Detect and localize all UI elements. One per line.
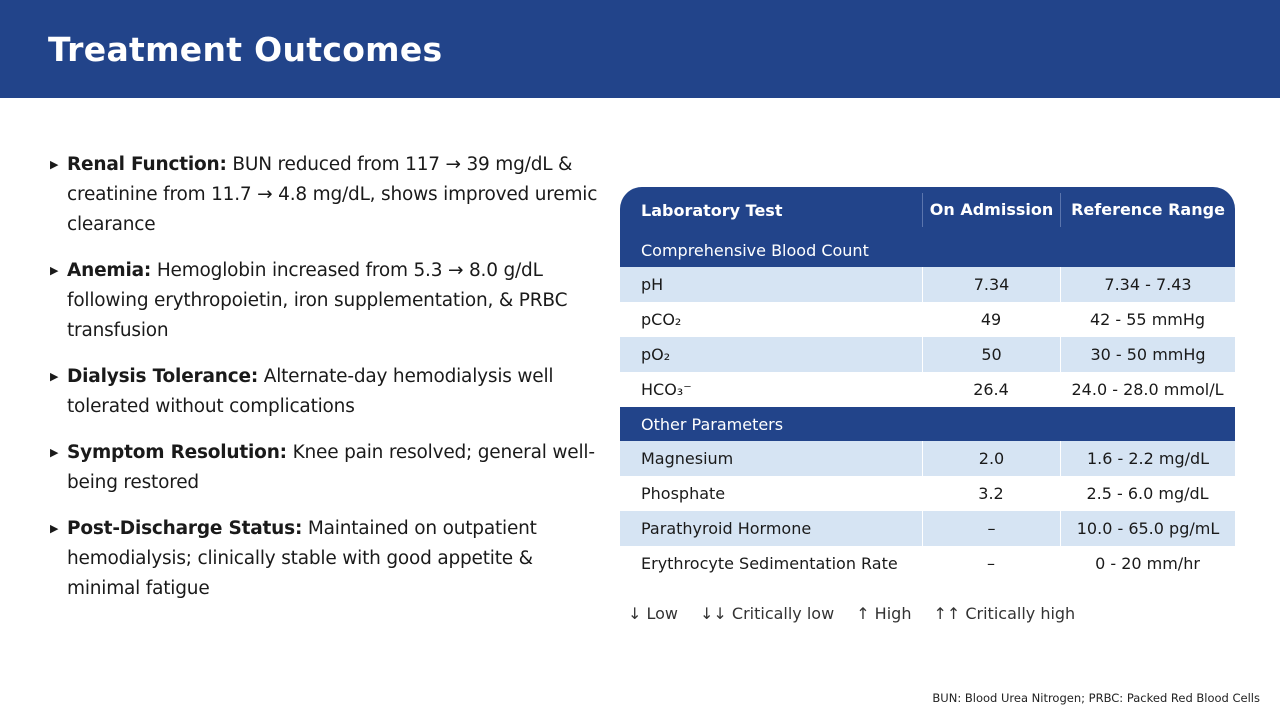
- cell: –: [922, 511, 1060, 546]
- legend-critically-high: ↑↑ Critically high: [933, 604, 1076, 623]
- cell: 2.0: [922, 441, 1060, 476]
- cell: Phosphate: [641, 484, 726, 503]
- item-label: Anemia:: [67, 260, 152, 281]
- cell: 1.6 - 2.2 mg/dL: [1060, 441, 1235, 476]
- cell: 7.34: [922, 267, 1060, 302]
- cell: 49: [980, 310, 1002, 329]
- section-header: Other Parameters: [620, 407, 1235, 441]
- item-text: Hemoglobin increased from 5.3 → 8.0 g/dL…: [67, 260, 568, 341]
- lab-table: Laboratory Test On Admission Reference R…: [620, 187, 1235, 581]
- item-text: Maintained on outpatient hemodialysis; c…: [67, 518, 537, 599]
- cell: –: [987, 554, 995, 573]
- item-text: Alternate-day hemodialysis well tolerate…: [67, 366, 554, 417]
- table-row: Parathyroid Hormone –10.0 - 65.0 pg/mL: [620, 511, 1235, 546]
- item-label: Symptom Resolution:: [67, 442, 287, 463]
- list-item: ▶ Post-Discharge Status: Maintained on ou…: [50, 514, 610, 604]
- cell: 7.34 - 7.43: [1060, 267, 1235, 302]
- arrow-legend: ↓ Low ↓↓ Critically low ↑ High ↑↑ Critic…: [628, 604, 1075, 623]
- outcome-list: ▶ Renal Function: BUN reduced from 117 → …: [50, 150, 610, 620]
- table-header: Laboratory Test On Admission Reference R…: [620, 187, 1235, 233]
- list-item: ▶ Symptom Resolution: Knee pain resolved;…: [50, 438, 610, 498]
- item-text: Knee pain resolved; general well-being r…: [67, 442, 595, 493]
- bullet-icon: ▶: [50, 522, 59, 535]
- cell: pO₂: [641, 345, 671, 364]
- column-header: Laboratory Test: [641, 200, 783, 220]
- title-bar: Treatment Outcomes: [0, 0, 1280, 98]
- cell: 42 - 55 mmHg: [1089, 310, 1206, 329]
- legend-low: ↓ Low: [628, 604, 678, 623]
- list-item: ▶ Dialysis Tolerance: Alternate-day hemod…: [50, 362, 610, 422]
- cell: 10.0 - 65.0 pg/mL: [1060, 511, 1235, 546]
- cell: 26.4: [973, 380, 1009, 399]
- table-row: Erythrocyte Sedimentation Rate – 0 - 20 mm…: [620, 546, 1235, 581]
- list-item: ▶ Renal Function: BUN reduced from 117 → …: [50, 150, 610, 240]
- cell: 50: [922, 337, 1060, 372]
- legend-critically-low: ↓↓ Critically low: [700, 604, 835, 623]
- cell: Parathyroid Hormone: [641, 519, 812, 538]
- bullet-icon: ▶: [50, 264, 59, 277]
- table-row: pO₂ 50 30 - 50 mmHg: [620, 337, 1235, 372]
- cell: Erythrocyte Sedimentation Rate: [641, 554, 898, 573]
- footnote: BUN: Blood Urea Nitrogen; PRBC: Packed R…: [932, 691, 1260, 705]
- bullet-icon: ▶: [50, 370, 59, 383]
- cell: Magnesium: [641, 449, 734, 468]
- cell: HCO₃⁻: [641, 380, 692, 399]
- cell: 2.5 - 6.0 mg/dL: [1086, 484, 1209, 503]
- cell: 0 - 20 mm/hr: [1095, 554, 1200, 573]
- table-row: pH 7.34 7.34 - 7.43: [620, 267, 1235, 302]
- cell: 30 - 50 mmHg: [1060, 337, 1235, 372]
- section-title: Comprehensive Blood Count: [641, 240, 869, 260]
- cell: 3.2: [978, 484, 1004, 503]
- legend-high: ↑ High: [856, 604, 912, 623]
- page-title: Treatment Outcomes: [48, 30, 443, 69]
- table-row: pCO₂ 49 42 - 55 mmHg: [620, 302, 1235, 337]
- list-item: ▶ Anemia: Hemoglobin increased from 5.3 →…: [50, 256, 610, 346]
- item-label: Post-Discharge Status:: [67, 518, 303, 539]
- column-header: On Admission: [922, 193, 1060, 227]
- bullet-icon: ▶: [50, 446, 59, 459]
- table-row: Phosphate 3.2 2.5 - 6.0 mg/dL: [620, 476, 1235, 511]
- item-text: BUN reduced from 117 → 39 mg/dL & creati…: [67, 154, 598, 235]
- cell: 24.0 - 28.0 mmol/L: [1071, 380, 1224, 399]
- table-row: Magnesium 2.0 1.6 - 2.2 mg/dL: [620, 441, 1235, 476]
- column-header: Reference Range: [1060, 193, 1235, 227]
- section-header: Comprehensive Blood Count: [620, 233, 1235, 267]
- item-label: Dialysis Tolerance:: [67, 366, 259, 387]
- table-row: HCO₃⁻ 26.4 24.0 - 28.0 mmol/L: [620, 372, 1235, 407]
- item-label: Renal Function:: [67, 154, 227, 175]
- cell: pH: [641, 275, 664, 294]
- cell: pCO₂: [641, 310, 682, 329]
- section-title: Other Parameters: [641, 414, 784, 434]
- bullet-icon: ▶: [50, 158, 59, 171]
